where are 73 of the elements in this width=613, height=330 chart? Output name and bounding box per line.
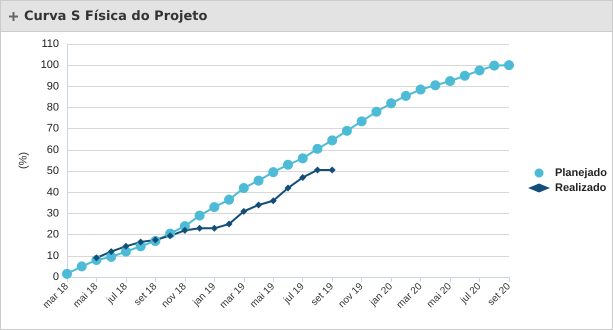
y-tick-label: 10 <box>46 250 59 262</box>
x-tick-label: mar 19 <box>218 280 248 311</box>
x-tick-label: set 18 <box>132 280 160 308</box>
x-tick-label: mai 18 <box>71 280 101 310</box>
x-tick-label: jul 19 <box>281 280 307 306</box>
point <box>314 166 321 174</box>
y-tick-label: 60 <box>46 144 59 156</box>
x-tick-label: set 19 <box>309 280 336 308</box>
legend-label: Realizado <box>555 182 607 194</box>
point <box>108 248 115 256</box>
point <box>312 144 322 154</box>
x-tick-label: mai 20 <box>424 280 454 310</box>
point <box>400 90 411 101</box>
point <box>386 98 396 108</box>
y-tick-label: 80 <box>46 102 59 114</box>
point <box>284 184 292 192</box>
point <box>504 60 514 70</box>
point <box>268 167 278 178</box>
point <box>327 135 338 146</box>
x-tick-label: nov 19 <box>336 280 366 310</box>
point <box>240 208 248 215</box>
point <box>299 174 306 181</box>
point <box>489 60 500 71</box>
y-tick-label: 40 <box>46 186 59 198</box>
y-axis-title: (%) <box>18 152 30 170</box>
x-tick-label: mar 18 <box>41 280 72 311</box>
point <box>166 232 174 240</box>
point <box>224 194 234 205</box>
point <box>474 65 485 76</box>
x-tick-label: set 20 <box>486 280 514 308</box>
y-tick-label: 110 <box>41 38 59 50</box>
y-tick-label: 30 <box>46 207 59 220</box>
y-tick-label: 50 <box>46 165 59 178</box>
y-tick-label: 0 <box>52 271 59 283</box>
point <box>209 202 220 212</box>
point <box>445 76 456 86</box>
point <box>196 224 204 232</box>
x-tick-label: mai 19 <box>248 280 278 310</box>
point <box>194 210 205 221</box>
x-tick-label: jul 18 <box>104 280 130 306</box>
y-tick-label: 90 <box>46 80 59 92</box>
point <box>137 238 144 246</box>
point <box>122 242 130 250</box>
x-tick-label: mar 20 <box>394 280 425 311</box>
point <box>328 166 336 174</box>
point <box>210 224 218 232</box>
point <box>62 268 72 279</box>
point <box>76 261 87 272</box>
point <box>181 226 188 234</box>
y-tick-label: 20 <box>46 228 59 241</box>
x-tick-label: jan 20 <box>367 280 396 309</box>
point <box>226 220 233 228</box>
point <box>283 160 293 170</box>
point <box>342 126 352 136</box>
point <box>356 116 367 126</box>
point <box>238 183 249 194</box>
point <box>255 201 262 208</box>
point <box>416 84 426 95</box>
y-tick-label: 100 <box>40 59 59 72</box>
point <box>92 254 100 262</box>
point <box>298 153 308 164</box>
point <box>270 197 277 204</box>
point <box>430 80 440 90</box>
x-tick-label: jan 19 <box>190 280 219 309</box>
point <box>152 236 159 244</box>
chart-title: Curva S Física do Projeto <box>24 8 208 24</box>
y-tick-label: 70 <box>46 122 59 135</box>
point <box>460 70 470 81</box>
x-tick-label: jul 20 <box>458 280 484 306</box>
legend-label: Planejado <box>555 167 608 179</box>
point <box>254 176 264 186</box>
point <box>371 106 382 117</box>
x-tick-label: nov 18 <box>160 280 190 310</box>
